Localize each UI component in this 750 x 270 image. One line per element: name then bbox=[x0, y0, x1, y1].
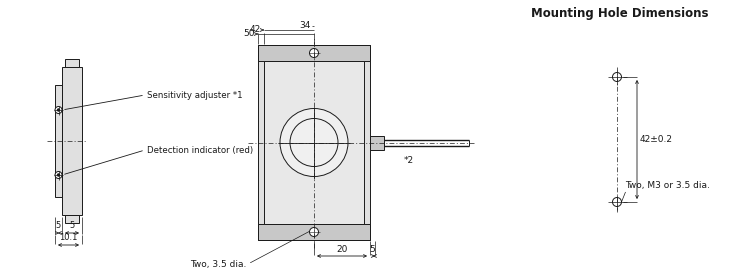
Text: Sensitivity adjuster *1: Sensitivity adjuster *1 bbox=[147, 90, 243, 100]
Circle shape bbox=[613, 73, 622, 82]
Text: Two, 3.5 dia.: Two, 3.5 dia. bbox=[190, 259, 246, 268]
Bar bbox=[370, 136, 384, 150]
Circle shape bbox=[55, 171, 62, 178]
Text: 50: 50 bbox=[244, 29, 255, 39]
Bar bbox=[258, 224, 370, 240]
Bar bbox=[55, 85, 62, 197]
Text: Detection indicator (red): Detection indicator (red) bbox=[147, 146, 253, 154]
Circle shape bbox=[57, 109, 60, 111]
Text: *2: *2 bbox=[404, 156, 414, 165]
Circle shape bbox=[310, 49, 319, 58]
Text: 42±0.2: 42±0.2 bbox=[640, 135, 673, 144]
Bar bbox=[258, 45, 370, 240]
Text: 20: 20 bbox=[336, 245, 348, 254]
Text: 10.1: 10.1 bbox=[59, 234, 78, 242]
Bar bbox=[264, 61, 364, 224]
Circle shape bbox=[613, 197, 622, 207]
Circle shape bbox=[310, 228, 319, 237]
Text: 5: 5 bbox=[69, 221, 74, 231]
Circle shape bbox=[57, 174, 60, 176]
Circle shape bbox=[280, 109, 348, 177]
Text: Two, M3 or 3.5 dia.: Two, M3 or 3.5 dia. bbox=[626, 181, 710, 190]
Text: 5: 5 bbox=[56, 221, 62, 231]
Text: 5: 5 bbox=[370, 245, 375, 254]
Text: Mounting Hole Dimensions: Mounting Hole Dimensions bbox=[531, 7, 709, 20]
Bar bbox=[65, 59, 79, 67]
Bar bbox=[258, 45, 370, 61]
Text: 42: 42 bbox=[250, 25, 261, 35]
Bar bbox=[65, 215, 79, 223]
Text: 34: 34 bbox=[299, 22, 311, 31]
Bar bbox=[62, 67, 82, 215]
Circle shape bbox=[55, 106, 62, 113]
